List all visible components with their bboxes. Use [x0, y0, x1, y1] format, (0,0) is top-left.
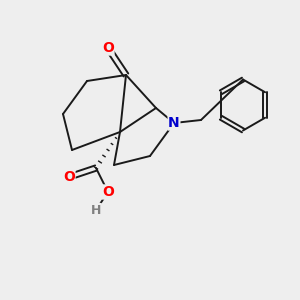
Text: O: O	[102, 41, 114, 55]
Text: N: N	[168, 116, 180, 130]
Text: O: O	[63, 170, 75, 184]
Text: O: O	[102, 185, 114, 199]
Text: H: H	[91, 203, 101, 217]
